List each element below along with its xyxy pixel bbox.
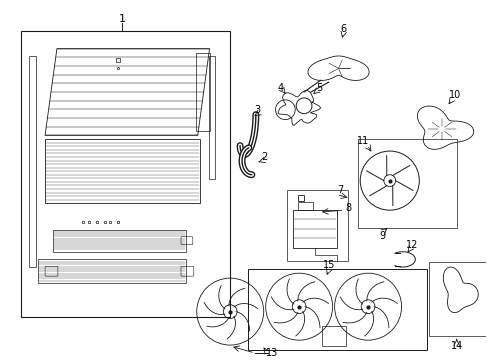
Text: 14: 14 [451,341,463,351]
Text: 4: 4 [277,83,284,93]
Text: 10: 10 [449,90,461,100]
Text: 3: 3 [255,105,261,115]
Text: 2: 2 [262,152,268,162]
Bar [298,202,313,210]
Text: 13: 13 [266,348,278,358]
Text: 6: 6 [341,24,346,34]
Bar [53,230,186,252]
Bar [38,260,186,283]
Text: 5: 5 [316,83,322,93]
Text: 12: 12 [406,240,418,249]
Bar [429,262,486,336]
Text: 9: 9 [380,231,386,241]
Bar [293,210,337,248]
Bar [209,55,216,179]
Text: 8: 8 [345,203,351,213]
Text: 11: 11 [357,136,369,146]
Bar [29,55,36,267]
Text: 1: 1 [119,14,125,24]
Bar [196,53,210,131]
Bar [322,327,346,346]
Text: 15: 15 [322,260,335,270]
Bar [22,31,230,316]
Bar [45,139,200,203]
Bar [358,139,457,228]
Text: 7: 7 [338,185,343,195]
Bar [248,269,427,350]
Bar [287,190,348,261]
